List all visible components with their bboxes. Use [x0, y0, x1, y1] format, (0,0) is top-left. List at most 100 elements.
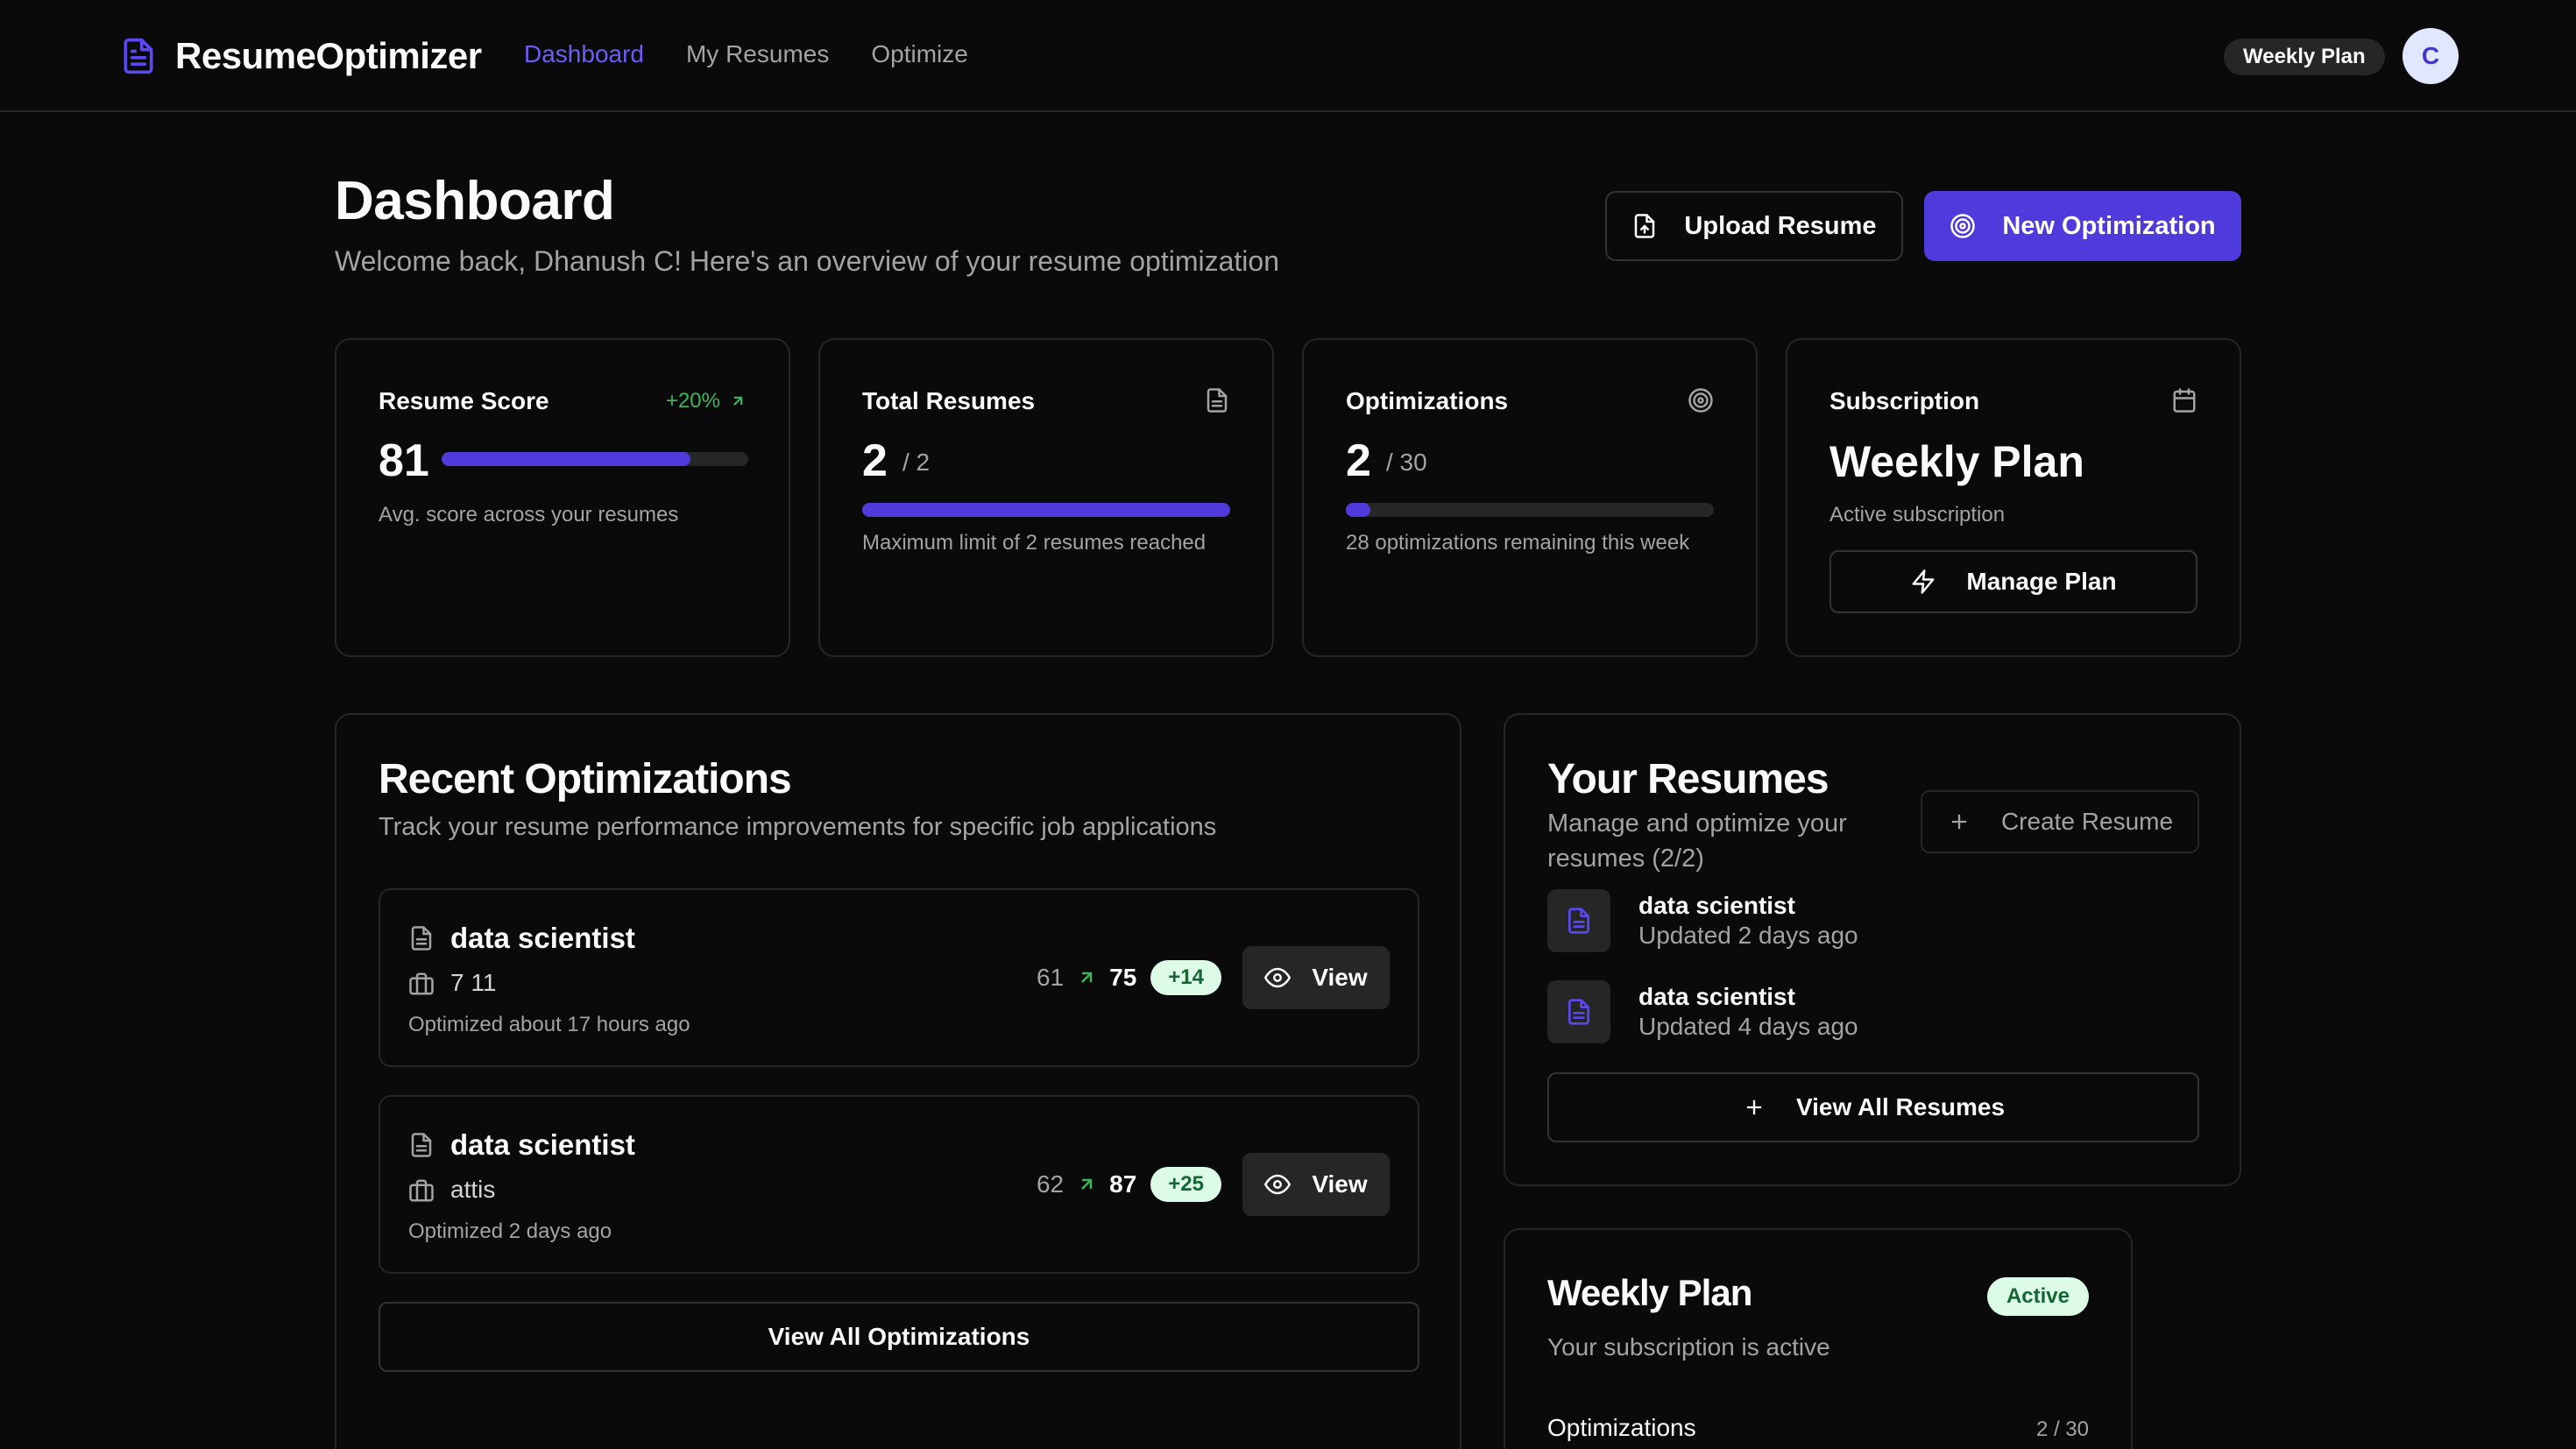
nav-optimize[interactable]: Optimize: [871, 40, 968, 67]
eye-icon: [1264, 965, 1312, 991]
optimization-company: attis: [450, 1176, 496, 1203]
total-resumes-bar: [862, 503, 1230, 517]
manage-plan-button[interactable]: Manage Plan: [1829, 550, 2197, 613]
your-resumes-panel: Your Resumes Manage and optimize your re…: [1504, 713, 2241, 1186]
file-text-icon: [1547, 889, 1610, 952]
upload-resume-label: Upload Resume: [1684, 211, 1877, 240]
status-badge: Active: [1986, 1277, 2089, 1316]
file-text-icon: [408, 925, 435, 951]
weekly-plan-subtitle: Your subscription is active: [1547, 1333, 1830, 1361]
file-upload-icon: [1631, 213, 1658, 239]
file-text-icon: [119, 35, 158, 77]
upload-resume-button[interactable]: Upload Resume: [1605, 191, 1903, 261]
score-after: 87: [1109, 1170, 1137, 1198]
optimization-job-title: data scientist: [450, 922, 635, 954]
plus-icon: [1742, 1095, 1796, 1120]
resume-meta: data scientist Updated 2 days ago: [1638, 891, 1858, 951]
optimization-time: Optimized about 17 hours ago: [408, 1013, 690, 1036]
plan-badge[interactable]: Weekly Plan: [2224, 39, 2385, 75]
recent-optimizations-panel: Recent Optimizations Track your resume p…: [335, 713, 1461, 1449]
score-before: 61: [1036, 964, 1065, 991]
resume-score-bar: [442, 452, 748, 466]
view-optimization-button[interactable]: View: [1242, 946, 1390, 1009]
view-all-optimizations-button[interactable]: View All Optimizations: [379, 1302, 1419, 1372]
optimization-time: Optimized 2 days ago: [408, 1219, 612, 1243]
total-resumes-note: Maximum limit of 2 resumes reached: [862, 531, 1207, 555]
top-navbar: ResumeOptimizer Dashboard My Resumes Opt…: [0, 0, 2576, 112]
resume-list-item[interactable]: data scientist Updated 4 days ago: [1547, 979, 1858, 1044]
resume-name: data scientist: [1638, 983, 1795, 1010]
optimization-company: 7 11: [450, 969, 497, 996]
view-label: View: [1312, 1170, 1368, 1198]
resume-score-note: Avg. score across your resumes: [379, 503, 679, 527]
subscription-card: Subscription Weekly Plan Active subscrip…: [1786, 338, 2241, 657]
resume-updated: Updated 2 days ago: [1638, 922, 1858, 949]
recent-optimizations-subtitle: Track your resume performance improvemen…: [379, 813, 1217, 841]
brand[interactable]: ResumeOptimizer: [119, 35, 482, 77]
manage-plan-label: Manage Plan: [1966, 568, 2117, 595]
subscription-label: Subscription: [1829, 387, 1980, 414]
user-avatar[interactable]: C: [2403, 28, 2459, 84]
resume-score-card: Resume Score +20% 81 Avg. score across y…: [335, 338, 790, 657]
total-resumes-limit: / 2: [902, 449, 931, 476]
score-change: 62 87 +25: [1037, 1163, 1221, 1205]
score-gain-badge: +25: [1150, 1167, 1221, 1202]
view-optimization-button[interactable]: View: [1242, 1153, 1390, 1216]
weekly-optimizations-label: Optimizations: [1547, 1414, 1696, 1441]
arrow-up-right-icon: [1076, 1174, 1097, 1195]
score-before: 62: [1036, 1170, 1065, 1198]
optimization-item: data scientist 7 11 Optimized about 17 h…: [379, 888, 1419, 1067]
main-nav: Dashboard My Resumes Optimize: [524, 40, 1010, 68]
resume-list-item[interactable]: data scientist Updated 2 days ago: [1547, 888, 1858, 953]
optimizations-label: Optimizations: [1346, 387, 1509, 414]
optimization-job-title: data scientist: [450, 1128, 635, 1161]
file-text-icon: [1204, 387, 1230, 413]
building-icon: [408, 1177, 435, 1204]
your-resumes-subtitle: Manage and optimize your resumes (2/2): [1547, 809, 1847, 873]
optimizations-value: 2: [1346, 435, 1371, 486]
your-resumes-title: Your Resumes: [1547, 756, 1829, 802]
view-all-resumes-button[interactable]: View All Resumes: [1547, 1072, 2199, 1142]
resume-score-value: 81: [379, 435, 429, 486]
resume-meta: data scientist Updated 4 days ago: [1638, 982, 1858, 1042]
optimizations-limit: / 30: [1386, 449, 1427, 476]
building-icon: [408, 971, 435, 997]
resume-updated: Updated 4 days ago: [1638, 1013, 1858, 1040]
resume-name: data scientist: [1638, 892, 1795, 919]
create-resume-label: Create Resume: [2000, 808, 2174, 835]
total-resumes-label: Total Resumes: [862, 387, 1036, 414]
view-all-resumes-label: View All Resumes: [1795, 1093, 2006, 1120]
new-optimization-button[interactable]: New Optimization: [1924, 191, 2241, 261]
weekly-plan-title: Weekly Plan: [1547, 1272, 1752, 1313]
file-text-icon: [408, 1132, 435, 1158]
optimization-item: data scientist attis Optimized 2 days ag…: [379, 1095, 1419, 1274]
score-delta: +20%: [666, 389, 747, 413]
file-text-icon: [1547, 980, 1610, 1043]
zap-icon: [1910, 569, 1966, 595]
calendar-icon: [2171, 387, 2197, 413]
weekly-optimizations-value: 2 / 30: [2035, 1417, 2089, 1441]
new-optimization-label: New Optimization: [2002, 211, 2216, 240]
page-title: Dashboard: [335, 171, 615, 231]
resume-score-bar-fill: [442, 452, 690, 466]
create-resume-button[interactable]: Create Resume: [1921, 790, 2199, 853]
optimizations-card: Optimizations 2 / 30 28 optimizations re…: [1302, 338, 1758, 657]
view-label: View: [1312, 964, 1368, 991]
target-icon: [1688, 387, 1714, 413]
total-resumes-bar-fill: [862, 503, 1230, 517]
eye-icon: [1264, 1171, 1312, 1198]
weekly-plan-panel: Weekly Plan Active Your subscription is …: [1504, 1228, 2133, 1449]
recent-optimizations-title: Recent Optimizations: [379, 756, 792, 802]
nav-my-resumes[interactable]: My Resumes: [685, 40, 830, 67]
score-delta-value: +20%: [665, 389, 720, 413]
arrow-up-right-icon: [1076, 967, 1097, 988]
optimizations-note: 28 optimizations remaining this week: [1346, 531, 1690, 555]
subscription-plan: Weekly Plan: [1829, 437, 2084, 486]
arrow-up-right-icon: [720, 392, 747, 410]
target-icon: [1950, 213, 1976, 239]
nav-dashboard[interactable]: Dashboard: [524, 40, 644, 67]
resume-score-label: Resume Score: [379, 387, 549, 414]
score-change: 61 75 +14: [1037, 957, 1221, 999]
optimizations-bar-fill: [1346, 503, 1370, 517]
optimizations-bar: [1346, 503, 1714, 517]
